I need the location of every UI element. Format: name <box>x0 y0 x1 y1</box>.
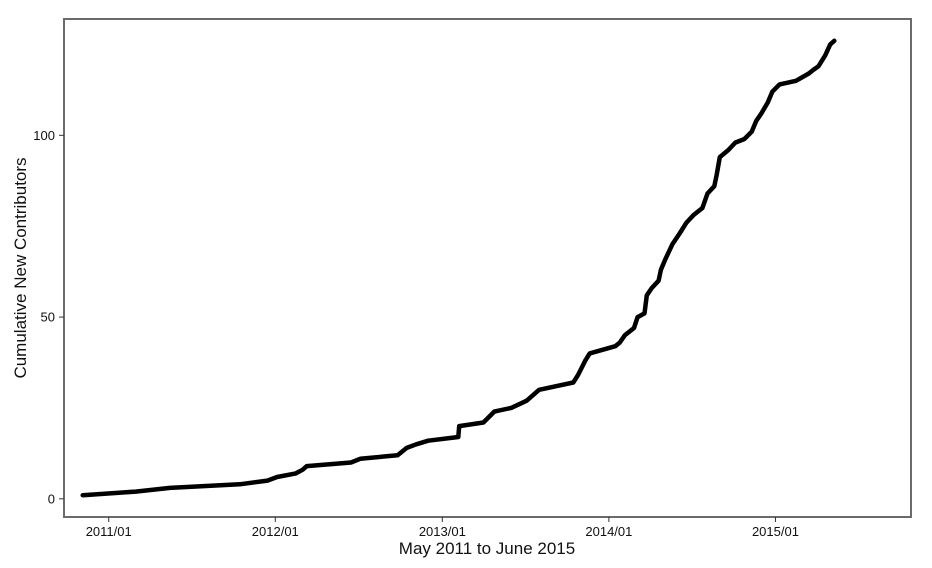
y-tick-label: 100 <box>33 128 55 143</box>
x-tick-label: 2013/01 <box>419 524 466 539</box>
y-tick-label: 50 <box>41 310 55 325</box>
y-axis-title: Cumulative New Contributors <box>11 157 30 378</box>
x-tick-label: 2014/01 <box>585 524 632 539</box>
x-tick-label: 2012/01 <box>252 524 299 539</box>
series-layer <box>80 38 837 498</box>
x-tick-label: 2011/01 <box>86 524 132 539</box>
plot-panel <box>63 18 912 518</box>
y-axis: 0 50 100 <box>33 128 64 506</box>
cumulative-contributors-line <box>80 38 837 498</box>
x-axis-title: May 2011 to June 2015 <box>399 539 575 558</box>
x-axis: 2011/01 2012/01 2013/01 2014/01 2015/01 <box>86 517 799 539</box>
x-tick-label: 2015/01 <box>752 524 799 539</box>
y-tick-label: 0 <box>48 491 55 506</box>
